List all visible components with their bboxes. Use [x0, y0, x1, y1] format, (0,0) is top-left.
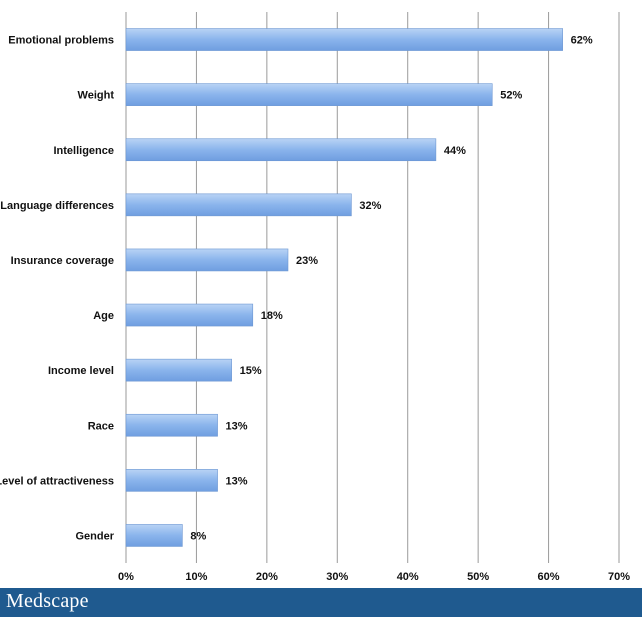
brand-logo: Medscape [6, 590, 89, 612]
category-label: Income level [48, 365, 114, 377]
category-label: Gender [75, 530, 114, 542]
category-label: Language differences [0, 200, 114, 212]
x-tick-label: 50% [467, 571, 489, 583]
bar [125, 469, 218, 492]
category-labels: Emotional problems 62% Weight 52% Intelligen… [0, 35, 593, 543]
x-tick-label: 40% [397, 571, 419, 583]
x-tick-label: 60% [538, 571, 560, 583]
x-tick-label: 10% [185, 571, 207, 583]
value-label: 62% [571, 35, 593, 47]
bar [125, 83, 493, 106]
bar [125, 413, 218, 437]
bar [125, 358, 232, 382]
category-label: Insurance coverage [11, 255, 114, 267]
category-label: Weight [78, 90, 115, 102]
category-label: Age [93, 310, 114, 322]
category-label: Intelligence [53, 145, 114, 157]
value-label: 15% [240, 365, 262, 377]
x-tick-label: 20% [256, 571, 278, 583]
category-label: Race [88, 420, 114, 432]
bar [125, 303, 254, 327]
value-label: 52% [500, 90, 522, 102]
value-label: 44% [444, 145, 466, 157]
bars [125, 28, 563, 547]
category-label: Level of attractiveness [0, 475, 114, 487]
value-label: 13% [226, 420, 248, 432]
value-label: 8% [190, 530, 206, 542]
value-label: 23% [296, 255, 318, 267]
bar-chart: Emotional problems 62% Weight 52% Intelligen… [0, 12, 630, 583]
bar [125, 524, 183, 547]
footer-bar: Medscape [0, 588, 642, 617]
chart-svg: Emotional problems 62% Weight 52% Intelligen… [0, 12, 630, 583]
bar [125, 28, 563, 51]
x-tick-label: 70% [608, 571, 630, 583]
value-label: 32% [359, 200, 381, 212]
value-label: 18% [261, 310, 283, 322]
bar [125, 193, 352, 217]
bar [125, 248, 289, 272]
x-tick-label: 30% [326, 571, 348, 583]
value-label: 13% [226, 475, 248, 487]
category-label: Emotional problems [8, 35, 114, 47]
bar [125, 138, 437, 162]
x-tick-label: 0% [118, 571, 134, 583]
x-axis-ticks: 0% 10% 20% 30% 40% 50% 60% 70% [118, 571, 630, 583]
